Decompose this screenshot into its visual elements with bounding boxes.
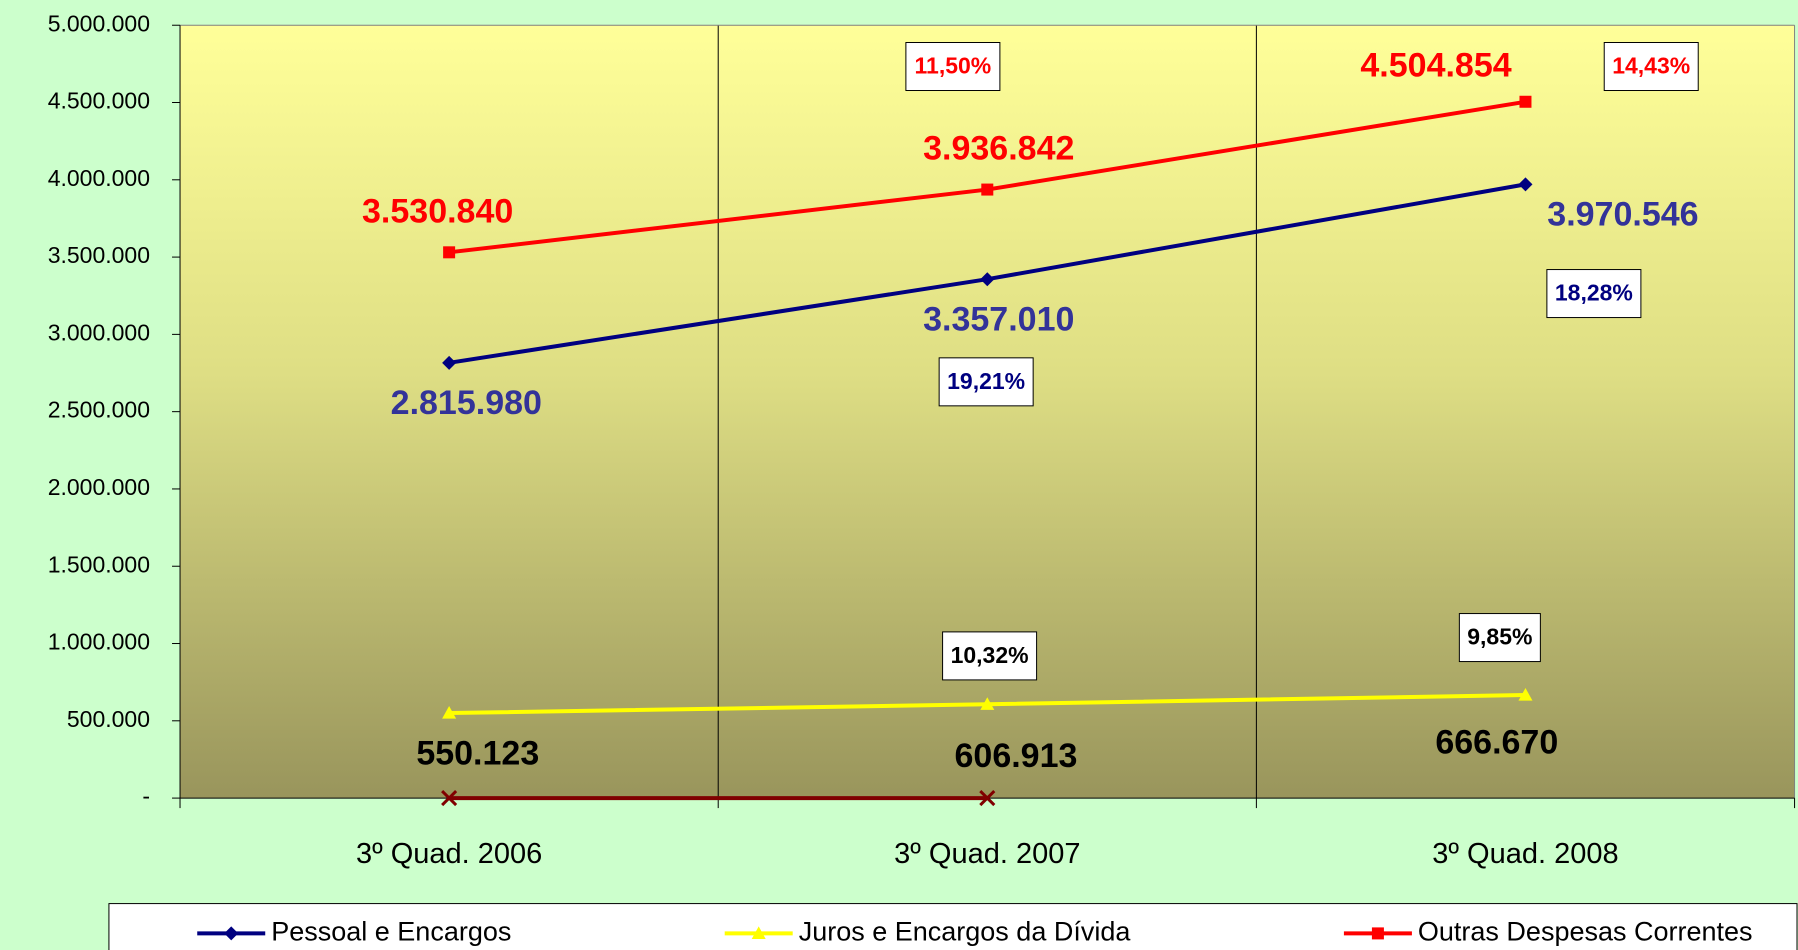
data-label: 3.530.840 — [362, 192, 513, 230]
marker — [979, 790, 996, 807]
y-tick-label: - — [142, 783, 150, 809]
data-label: 3.357.010 — [923, 301, 1074, 339]
y-tick-label: 3.500.000 — [48, 242, 150, 268]
marker — [442, 355, 457, 370]
y-tick-label: 3.000.000 — [48, 319, 150, 345]
annotation: 9,85% — [1467, 624, 1532, 650]
annotation-box — [1458, 613, 1541, 663]
marker — [981, 183, 994, 196]
data-label: 3.970.546 — [1547, 195, 1698, 233]
annotation: 18,28% — [1555, 280, 1633, 306]
y-tick-label: 2.500.000 — [48, 397, 150, 423]
annotation-box — [1546, 269, 1642, 319]
data-label: 550.123 — [416, 734, 539, 772]
marker — [980, 272, 995, 287]
y-tick-label: 1.000.000 — [48, 629, 150, 655]
marker — [443, 246, 456, 259]
annotation: 10,32% — [951, 642, 1029, 668]
marker — [1371, 927, 1384, 940]
data-label: 666.670 — [1435, 723, 1558, 761]
legend-box — [108, 903, 1798, 950]
y-tick-label: 1.500.000 — [48, 551, 150, 577]
data-label: 2.815.980 — [391, 384, 542, 422]
marker — [980, 697, 995, 710]
data-label: 4.504.854 — [1360, 46, 1511, 84]
data-label: 3.936.842 — [923, 130, 1074, 168]
marker — [1518, 177, 1533, 192]
y-tick-label: 4.000.000 — [48, 165, 150, 191]
annotation: 19,21% — [947, 368, 1025, 394]
x-tick-label: 3º Quad. 2008 — [1432, 838, 1618, 870]
annotation: 14,43% — [1612, 53, 1690, 79]
marker — [441, 790, 458, 807]
marker — [442, 706, 457, 719]
y-tick-label: 2.000.000 — [48, 474, 150, 500]
y-tick-label: 500.000 — [67, 706, 150, 732]
annotation-box — [1603, 42, 1699, 92]
marker — [751, 926, 766, 940]
legend-label: Outras Despesas Correntes — [1418, 917, 1753, 947]
y-tick-label: 5.000.000 — [48, 10, 150, 36]
marker — [1519, 95, 1532, 108]
legend-label: Juros e Encargos da Dívida — [799, 917, 1132, 947]
x-tick-label: 3º Quad. 2006 — [356, 838, 542, 870]
annotation: 11,50% — [915, 53, 992, 79]
legend-label: Pessoal e Encargos — [271, 917, 511, 947]
data-label: 606.913 — [955, 737, 1078, 775]
annotation-box — [905, 42, 1001, 92]
annotation-box — [938, 357, 1034, 407]
annotation-box — [942, 631, 1038, 681]
y-tick-label: 4.500.000 — [48, 88, 150, 114]
x-tick-label: 3º Quad. 2007 — [894, 838, 1080, 870]
marker — [224, 926, 239, 941]
marker — [1518, 688, 1533, 701]
